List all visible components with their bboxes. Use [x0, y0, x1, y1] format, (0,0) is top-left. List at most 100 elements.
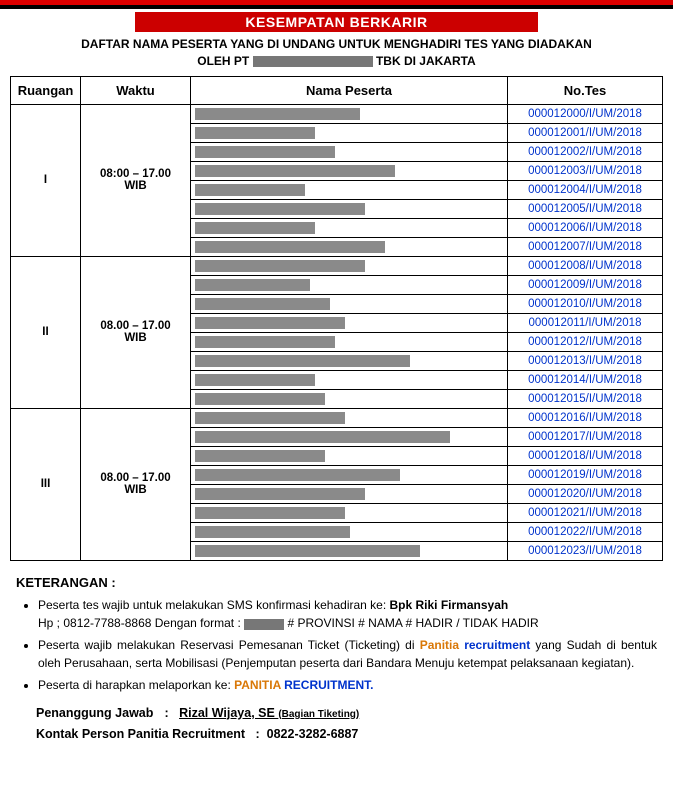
tes-cell: 000012007/I/UM/2018	[508, 237, 663, 256]
name-cell	[191, 161, 508, 180]
redacted-name	[195, 336, 335, 348]
redacted-name	[195, 412, 345, 424]
redacted-name	[195, 317, 345, 329]
ket-item-2: Peserta wajib melakukan Reservasi Pemesa…	[38, 636, 657, 673]
th-notes: No.Tes	[508, 76, 663, 104]
name-cell	[191, 408, 508, 427]
tes-cell: 000012019/I/UM/2018	[508, 465, 663, 484]
tes-cell: 000012000/I/UM/2018	[508, 104, 663, 123]
keterangan-section: KETERANGAN : Peserta tes wajib untuk mel…	[16, 575, 657, 695]
redacted-name	[195, 165, 395, 177]
time-cell: 08:00 – 17.00WIB	[81, 104, 191, 256]
name-cell	[191, 256, 508, 275]
tes-cell: 000012022/I/UM/2018	[508, 522, 663, 541]
redacted-name	[195, 431, 450, 443]
th-ruangan: Ruangan	[11, 76, 81, 104]
subtitle: DAFTAR NAMA PESERTA YANG DI UNDANG UNTUK…	[10, 36, 663, 70]
name-cell	[191, 446, 508, 465]
subtitle-line1: DAFTAR NAMA PESERTA YANG DI UNDANG UNTUK…	[81, 37, 592, 51]
name-cell	[191, 389, 508, 408]
ket-item-3: Peserta di harapkan melaporkan ke: PANIT…	[38, 676, 657, 695]
footer-kontak: Kontak Person Panitia Recruitment : 0822…	[36, 724, 657, 745]
redacted-name	[195, 488, 365, 500]
redacted-name	[195, 127, 315, 139]
tes-cell: 000012013/I/UM/2018	[508, 351, 663, 370]
name-cell	[191, 104, 508, 123]
name-cell	[191, 332, 508, 351]
redacted-name	[195, 260, 365, 272]
redacted-name	[195, 184, 305, 196]
th-waktu: Waktu	[81, 76, 191, 104]
tes-cell: 000012010/I/UM/2018	[508, 294, 663, 313]
th-nama: Nama Peserta	[191, 76, 508, 104]
tes-cell: 000012014/I/UM/2018	[508, 370, 663, 389]
redacted-name	[195, 469, 400, 481]
tes-cell: 000012009/I/UM/2018	[508, 275, 663, 294]
name-cell	[191, 351, 508, 370]
redacted-name	[195, 355, 410, 367]
table-row: I08:00 – 17.00WIB000012000/I/UM/2018	[11, 104, 663, 123]
tes-cell: 000012017/I/UM/2018	[508, 427, 663, 446]
name-cell	[191, 180, 508, 199]
name-cell	[191, 142, 508, 161]
tes-cell: 000012002/I/UM/2018	[508, 142, 663, 161]
name-cell	[191, 123, 508, 142]
name-cell	[191, 275, 508, 294]
redacted-name	[195, 146, 335, 158]
participant-table: Ruangan Waktu Nama Peserta No.Tes I08:00…	[10, 76, 663, 561]
time-cell: 08.00 – 17.00WIB	[81, 256, 191, 408]
tes-cell: 000012018/I/UM/2018	[508, 446, 663, 465]
top-stripe-black	[0, 5, 673, 9]
keterangan-title: KETERANGAN :	[16, 575, 657, 590]
tes-cell: 000012015/I/UM/2018	[508, 389, 663, 408]
name-cell	[191, 465, 508, 484]
name-cell	[191, 313, 508, 332]
name-cell	[191, 237, 508, 256]
banner-title: KESEMPATAN BERKARIR	[135, 12, 539, 32]
tes-cell: 000012005/I/UM/2018	[508, 199, 663, 218]
redacted-name	[195, 374, 315, 386]
tes-cell: 000012003/I/UM/2018	[508, 161, 663, 180]
redacted-name	[195, 222, 315, 234]
redacted-name	[195, 450, 325, 462]
redacted-name	[195, 298, 330, 310]
name-cell	[191, 522, 508, 541]
name-cell	[191, 199, 508, 218]
redacted-name	[195, 393, 325, 405]
room-cell: III	[11, 408, 81, 560]
redacted-name	[195, 279, 310, 291]
tes-cell: 000012016/I/UM/2018	[508, 408, 663, 427]
redacted-name	[195, 507, 345, 519]
time-cell: 08.00 – 17.00WIB	[81, 408, 191, 560]
tes-cell: 000012011/I/UM/2018	[508, 313, 663, 332]
redacted-name	[195, 526, 350, 538]
name-cell	[191, 218, 508, 237]
footer-pj: Penanggung Jawab : Rizal Wijaya, SE (Bag…	[36, 703, 657, 724]
name-cell	[191, 294, 508, 313]
name-cell	[191, 541, 508, 560]
footer-section: Penanggung Jawab : Rizal Wijaya, SE (Bag…	[36, 703, 657, 746]
subtitle-prefix: OLEH PT	[197, 54, 249, 68]
redacted-code	[244, 619, 284, 630]
tes-cell: 000012008/I/UM/2018	[508, 256, 663, 275]
room-cell: II	[11, 256, 81, 408]
redacted-name	[195, 108, 360, 120]
name-cell	[191, 484, 508, 503]
table-row: III08.00 – 17.00WIB000012016/I/UM/2018	[11, 408, 663, 427]
name-cell	[191, 503, 508, 522]
tes-cell: 000012021/I/UM/2018	[508, 503, 663, 522]
redacted-name	[195, 241, 385, 253]
redacted-company	[253, 56, 373, 67]
tes-cell: 000012006/I/UM/2018	[508, 218, 663, 237]
subtitle-suffix: TBK DI JAKARTA	[376, 54, 476, 68]
ket-item-1: Peserta tes wajib untuk melakukan SMS ko…	[38, 596, 657, 633]
room-cell: I	[11, 104, 81, 256]
tes-cell: 000012001/I/UM/2018	[508, 123, 663, 142]
tes-cell: 000012012/I/UM/2018	[508, 332, 663, 351]
tes-cell: 000012023/I/UM/2018	[508, 541, 663, 560]
redacted-name	[195, 545, 420, 557]
name-cell	[191, 370, 508, 389]
redacted-name	[195, 203, 365, 215]
table-row: II08.00 – 17.00WIB000012008/I/UM/2018	[11, 256, 663, 275]
name-cell	[191, 427, 508, 446]
